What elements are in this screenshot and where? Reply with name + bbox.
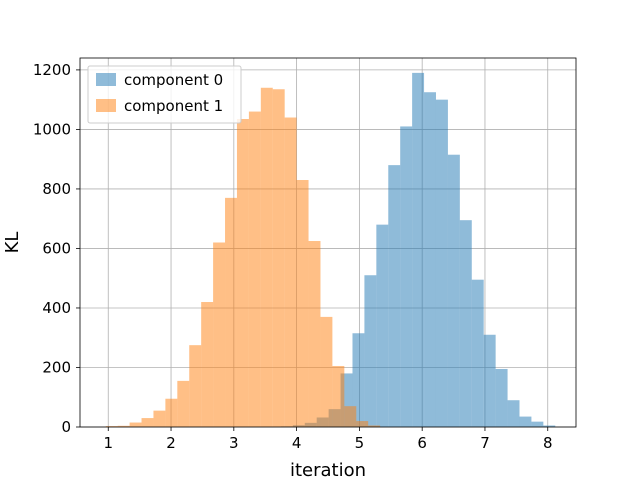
axis-ticks: 1 2 3 4 5 6 7 8 0 200 400 600 800 1000 1200	[33, 61, 553, 452]
y-axis-label: KL	[2, 232, 23, 254]
histogram-bar-component-1	[368, 425, 381, 427]
histogram-bar-component-1	[225, 197, 237, 427]
histogram-bar-component-1	[213, 242, 226, 427]
histogram-bar-component-1	[201, 302, 214, 427]
y-tick-label: 400	[42, 299, 71, 317]
histogram-bar-component-1	[165, 398, 178, 427]
histogram-bar-component-1	[105, 426, 118, 427]
histogram-bar-component-1	[248, 111, 261, 427]
x-axis-label: iteration	[290, 460, 366, 480]
histogram-bar-component-0	[400, 126, 413, 428]
x-tick-label: 5	[355, 434, 365, 452]
x-tick-label: 3	[229, 434, 239, 452]
x-tick-label: 1	[103, 434, 113, 452]
legend-label-component-0: component 0	[124, 71, 223, 89]
histogram-bar-component-0	[424, 92, 436, 427]
x-tick-label: 4	[292, 434, 302, 452]
histogram-bar-component-0	[531, 421, 544, 427]
legend: component 0 component 1	[87, 65, 242, 124]
histogram-bar-component-1	[129, 422, 142, 427]
legend-swatch-component-1	[96, 99, 116, 112]
histogram-bar-component-1	[332, 365, 345, 427]
histogram-bar-component-0	[519, 416, 532, 427]
histogram-bar-component-0	[376, 224, 389, 427]
y-tick-label: 600	[42, 239, 71, 257]
histogram-bar-component-0	[388, 165, 401, 427]
histogram-bar-component-0	[483, 334, 496, 427]
histogram-bar-component-0	[352, 333, 365, 427]
histogram-bar-component-0	[447, 154, 460, 427]
histogram-bar-component-1	[320, 316, 333, 427]
histogram-bar-component-0	[459, 220, 472, 427]
legend-swatch-component-0	[96, 73, 116, 86]
histogram-bar-component-1	[189, 345, 202, 427]
histogram-bar-component-1	[177, 380, 190, 427]
y-tick-label: 800	[42, 180, 71, 198]
histogram-bar-component-0	[435, 99, 448, 428]
histogram-bar-component-1	[284, 117, 297, 428]
y-tick-label: 0	[61, 418, 71, 436]
y-tick-label: 1000	[33, 120, 71, 138]
histogram-bar-component-0	[364, 275, 377, 427]
x-tick-label: 7	[480, 434, 490, 452]
plot-frame	[79, 57, 577, 428]
histogram-bar-component-0	[507, 400, 520, 427]
histogram-bar-component-0	[340, 373, 353, 427]
y-tick-label: 1200	[33, 61, 71, 79]
histogram-bar-component-1	[236, 119, 249, 428]
histogram-bars	[105, 72, 556, 428]
histogram-bar-component-1	[272, 89, 285, 427]
histogram-bar-component-1	[308, 241, 321, 427]
histogram-bar-component-0	[412, 72, 425, 428]
histogram-bar-component-1	[344, 406, 357, 427]
legend-box	[87, 65, 242, 124]
y-tick-label: 200	[42, 358, 71, 376]
x-tick-label: 6	[417, 434, 427, 452]
histogram-bar-component-0	[495, 368, 508, 427]
histogram-bar-component-1	[153, 410, 166, 427]
histogram-bar-component-0	[471, 279, 484, 427]
histogram-bar-component-1	[356, 421, 369, 427]
histogram-bar-component-0	[543, 425, 556, 427]
histogram-bar-component-1	[260, 87, 273, 428]
histogram-bar-component-1	[141, 418, 154, 427]
histogram-bar-component-1	[296, 180, 309, 427]
x-tick-label: 2	[166, 434, 176, 452]
x-tick-label: 8	[543, 434, 553, 452]
legend-label-component-1: component 1	[124, 97, 223, 115]
histogram-bar-component-1	[117, 425, 130, 427]
